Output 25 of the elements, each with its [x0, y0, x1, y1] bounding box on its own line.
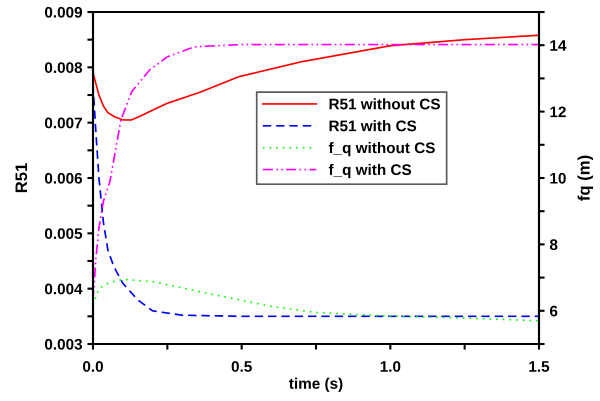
y-tick-label: 0.006 [44, 172, 82, 184]
y-tick-label: 0.004 [44, 284, 83, 294]
y-tick-label: 0.005 [44, 228, 82, 240]
line-series [93, 34, 539, 121]
y-axis-title: R51 [16, 163, 28, 192]
y2-tick-label: 8 [550, 239, 558, 250]
y2-tick-label: 6 [550, 306, 558, 316]
x-axis-title: time (s) [289, 378, 342, 392]
legend-label: R51 without CS [330, 98, 440, 110]
y-tick-label: 0.008 [44, 62, 82, 74]
y-tick-label: 0.003 [44, 338, 82, 350]
x-tick-label: 0.0 [82, 361, 103, 372]
y2-tick-label: 10 [550, 172, 566, 184]
y2-axis-title: fq (m) [578, 156, 594, 201]
y-tick-label: 0.009 [44, 6, 82, 18]
legend-label: f_q without CS [328, 142, 435, 156]
y-tick-label: 0.007 [44, 118, 82, 128]
x-tick-label: 0.5 [232, 361, 252, 372]
legend-label: R51 with CS [330, 120, 416, 132]
x-tick-label: 1.0 [380, 361, 400, 372]
x-tick-label: 1.5 [529, 361, 550, 372]
y2-tick-label: 12 [550, 106, 566, 118]
legend-label: f_q with CS [328, 164, 412, 178]
line-series [93, 278, 539, 322]
y2-tick-label: 14 [550, 40, 566, 51]
